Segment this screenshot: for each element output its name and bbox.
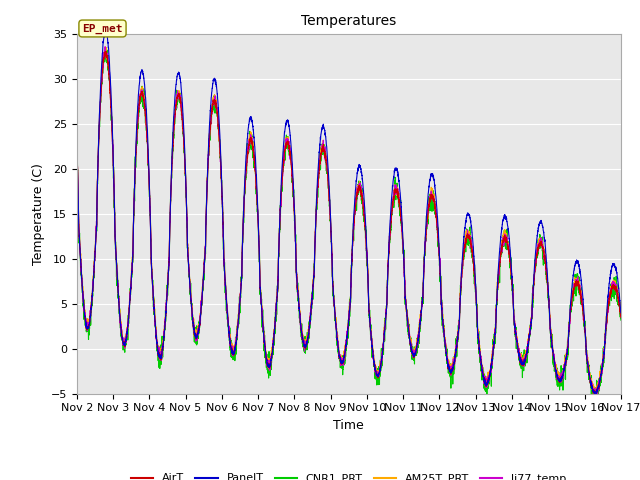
AirT <box>441 337 449 343</box>
AirT <box>502 235 509 241</box>
CNR1_PRT <box>441 335 449 341</box>
AM25T_PRT <box>329 273 337 279</box>
AirT <box>591 393 599 398</box>
CNR1_PRT <box>329 264 337 270</box>
Text: EP_met: EP_met <box>82 24 123 34</box>
PanelT <box>616 302 624 308</box>
AM25T_PRT <box>101 44 109 50</box>
CNR1_PRT <box>102 45 109 51</box>
AirT <box>617 314 625 320</box>
AM25T_PRT <box>617 314 625 320</box>
CNR1_PRT <box>471 275 479 281</box>
li77_temp <box>616 309 624 314</box>
AirT <box>102 48 110 54</box>
Line: CNR1_PRT: CNR1_PRT <box>77 48 621 402</box>
li77_temp <box>617 314 625 320</box>
AM25T_PRT <box>471 274 479 279</box>
AM25T_PRT <box>441 335 449 340</box>
CNR1_PRT <box>617 317 625 323</box>
AirT <box>73 143 81 148</box>
li77_temp <box>441 338 449 344</box>
AirT <box>616 308 624 314</box>
Y-axis label: Temperature (C): Temperature (C) <box>32 163 45 264</box>
CNR1_PRT <box>73 143 81 148</box>
PanelT <box>471 264 479 270</box>
AM25T_PRT <box>591 392 599 397</box>
Title: Temperatures: Temperatures <box>301 14 396 28</box>
li77_temp <box>471 274 479 280</box>
X-axis label: Time: Time <box>333 419 364 432</box>
PanelT <box>73 138 81 144</box>
Line: li77_temp: li77_temp <box>77 47 621 395</box>
CNR1_PRT <box>616 313 624 319</box>
AirT <box>329 277 337 283</box>
Line: AirT: AirT <box>77 51 621 396</box>
AM25T_PRT <box>616 307 624 313</box>
AirT <box>171 116 179 122</box>
CNR1_PRT <box>590 399 598 405</box>
li77_temp <box>101 44 109 49</box>
AM25T_PRT <box>502 229 509 235</box>
AM25T_PRT <box>171 113 179 119</box>
CNR1_PRT <box>171 121 179 127</box>
AirT <box>471 274 479 279</box>
li77_temp <box>329 274 337 280</box>
li77_temp <box>591 392 598 398</box>
Line: AM25T_PRT: AM25T_PRT <box>77 47 621 395</box>
PanelT <box>171 98 179 104</box>
PanelT <box>617 310 625 316</box>
PanelT <box>329 277 337 283</box>
li77_temp <box>502 234 509 240</box>
PanelT <box>591 392 599 397</box>
PanelT <box>102 27 110 33</box>
li77_temp <box>73 140 81 145</box>
AM25T_PRT <box>73 137 81 143</box>
Legend: AirT, PanelT, CNR1_PRT, AM25T_PRT, li77_temp: AirT, PanelT, CNR1_PRT, AM25T_PRT, li77_… <box>127 469 571 480</box>
PanelT <box>502 214 509 219</box>
li77_temp <box>171 113 179 119</box>
Line: PanelT: PanelT <box>77 30 621 395</box>
CNR1_PRT <box>502 228 509 234</box>
PanelT <box>441 337 449 343</box>
